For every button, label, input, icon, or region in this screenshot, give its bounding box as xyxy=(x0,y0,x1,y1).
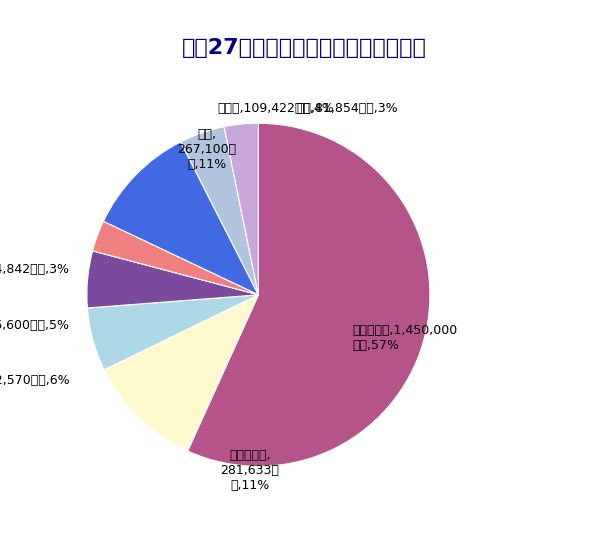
Wedge shape xyxy=(181,126,258,295)
Wedge shape xyxy=(92,221,258,295)
Wedge shape xyxy=(104,295,258,451)
Wedge shape xyxy=(103,142,258,295)
Wedge shape xyxy=(188,123,430,466)
Text: 繰入金,136,600千円,5%: 繰入金,136,600千円,5% xyxy=(0,319,70,332)
Text: 村税,81,854千円,3%: 村税,81,854千円,3% xyxy=(297,102,398,115)
Wedge shape xyxy=(87,251,258,308)
Wedge shape xyxy=(224,123,258,295)
Text: 平成27年度歳入当初予算（一般会計）: 平成27年度歳入当初予算（一般会計） xyxy=(182,38,426,57)
Text: 村債,
267,100千
円,11%: 村債, 267,100千 円,11% xyxy=(178,128,237,172)
Text: 県支出金,152,570千円,6%: 県支出金,152,570千円,6% xyxy=(0,374,70,387)
Wedge shape xyxy=(88,295,258,370)
Text: 諸収入,74,842千円,3%: 諸収入,74,842千円,3% xyxy=(0,263,70,276)
Text: 地方交付税,1,450,000
千円,57%: 地方交付税,1,450,000 千円,57% xyxy=(353,324,458,352)
Text: その他,109,422千円,4%: その他,109,422千円,4% xyxy=(217,102,334,115)
Text: 国庫支出金,
281,633千
円,11%: 国庫支出金, 281,633千 円,11% xyxy=(220,449,279,492)
